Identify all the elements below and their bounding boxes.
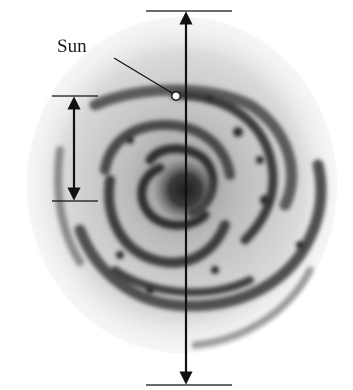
clump: [146, 286, 154, 294]
clump: [260, 195, 270, 205]
clump: [126, 136, 134, 144]
outer-arm-upper: [89, 84, 297, 211]
clump: [211, 266, 219, 274]
arm-spacing-indicator: [52, 95, 98, 202]
clump: [116, 251, 124, 259]
spiral-galaxy-image: [20, 10, 344, 360]
sun-label: Sun: [57, 36, 87, 57]
inner-arm-left: [100, 119, 235, 180]
outer-arm-lower: [74, 159, 327, 312]
diameter-indicator: [146, 10, 232, 386]
inner-arm-lower-left: [104, 175, 230, 268]
dust-clumps: [116, 95, 304, 294]
outer-arm-left: [54, 146, 84, 266]
clump: [233, 127, 243, 137]
clump: [207, 95, 213, 101]
sun-leader-line: [113, 57, 173, 94]
outer-arm-faint-lower: [191, 266, 314, 349]
clump: [256, 156, 264, 164]
sun-marker-group: Sun: [57, 36, 181, 101]
clump: [296, 241, 304, 249]
sun-marker-dot: [171, 91, 181, 101]
